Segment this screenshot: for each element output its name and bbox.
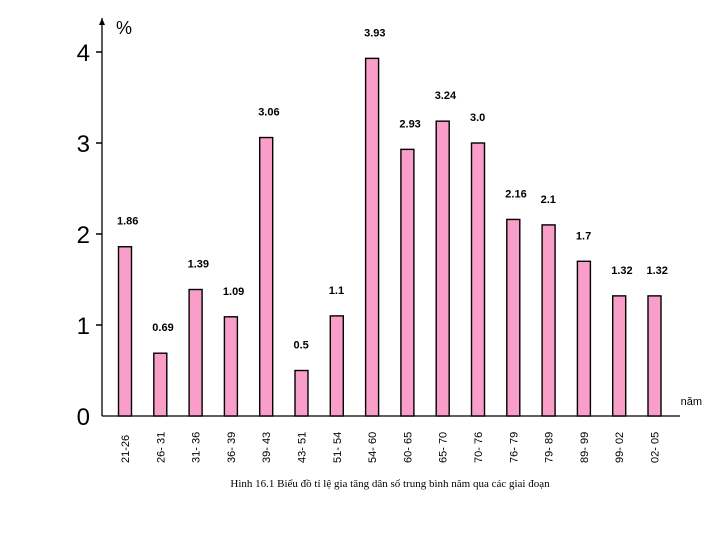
bar	[188, 288, 203, 417]
bar	[153, 352, 168, 417]
category-label: 21-26	[120, 435, 132, 463]
axes: 0 1 2 3 4% năm	[77, 18, 702, 431]
bar	[647, 295, 662, 417]
chart-caption: Hình 16.1 Biểu đồ tỉ lệ gia tăng dân số …	[230, 478, 550, 490]
value-label: 1.7	[576, 230, 591, 242]
category-label: 76- 79	[508, 432, 520, 463]
value-label: 3.06	[258, 107, 279, 119]
bar	[576, 260, 592, 417]
value-label: 1.32	[647, 265, 668, 277]
category-label: 51- 54	[332, 432, 344, 463]
value-label: 3.0	[470, 112, 485, 124]
value-label: 1.39	[188, 259, 209, 271]
labels: 1.86 21-26 0.69 26- 31 1.39 31- 36 1.09 36- 39 3…	[117, 27, 668, 463]
value-label: 3.24	[435, 90, 457, 102]
bar	[259, 136, 274, 417]
category-label: 43- 51	[297, 432, 309, 463]
value-label: 1.09	[223, 286, 244, 298]
y-tick-label: 3	[77, 131, 90, 158]
value-label: 2.16	[505, 188, 526, 200]
y-tick-label: 2	[77, 222, 90, 249]
bar	[117, 246, 133, 417]
value-label: 3.93	[364, 27, 385, 39]
category-label: 89- 99	[579, 432, 591, 463]
bar	[400, 148, 415, 417]
bar	[294, 369, 309, 417]
bar	[541, 224, 556, 417]
y-tick-label: 1	[77, 313, 90, 340]
value-label: 0.5	[294, 340, 309, 352]
category-label: 65- 70	[438, 432, 450, 463]
bar	[612, 295, 627, 417]
value-label: 1.32	[611, 265, 632, 277]
category-label: 54- 60	[367, 432, 379, 463]
category-label: 26- 31	[155, 432, 167, 463]
category-label: 36- 39	[226, 432, 238, 463]
bar	[435, 120, 450, 417]
value-label: 1.1	[329, 285, 344, 297]
bar	[223, 316, 239, 417]
bar	[329, 315, 344, 417]
value-label: 2.1	[541, 194, 556, 206]
value-label: 0.69	[152, 322, 173, 334]
y-axis-label: %	[116, 18, 132, 38]
category-label: 79- 89	[544, 432, 556, 463]
category-label: 60- 65	[402, 432, 414, 463]
category-label: 02- 05	[650, 432, 662, 463]
category-label: 99- 02	[614, 432, 626, 463]
y-axis-arrow	[99, 18, 105, 25]
category-label: 31- 36	[191, 432, 203, 463]
x-axis-label: năm	[681, 396, 702, 408]
category-label: 70- 76	[473, 432, 485, 463]
bar	[470, 142, 486, 417]
value-label: 2.93	[399, 118, 420, 130]
y-tick-label: 4	[77, 40, 90, 67]
bar	[364, 57, 380, 417]
bars	[117, 57, 662, 417]
value-label: 1.86	[117, 216, 138, 228]
category-label: 39- 43	[261, 432, 273, 463]
y-tick-label: 0	[77, 404, 90, 431]
bar	[506, 218, 521, 417]
